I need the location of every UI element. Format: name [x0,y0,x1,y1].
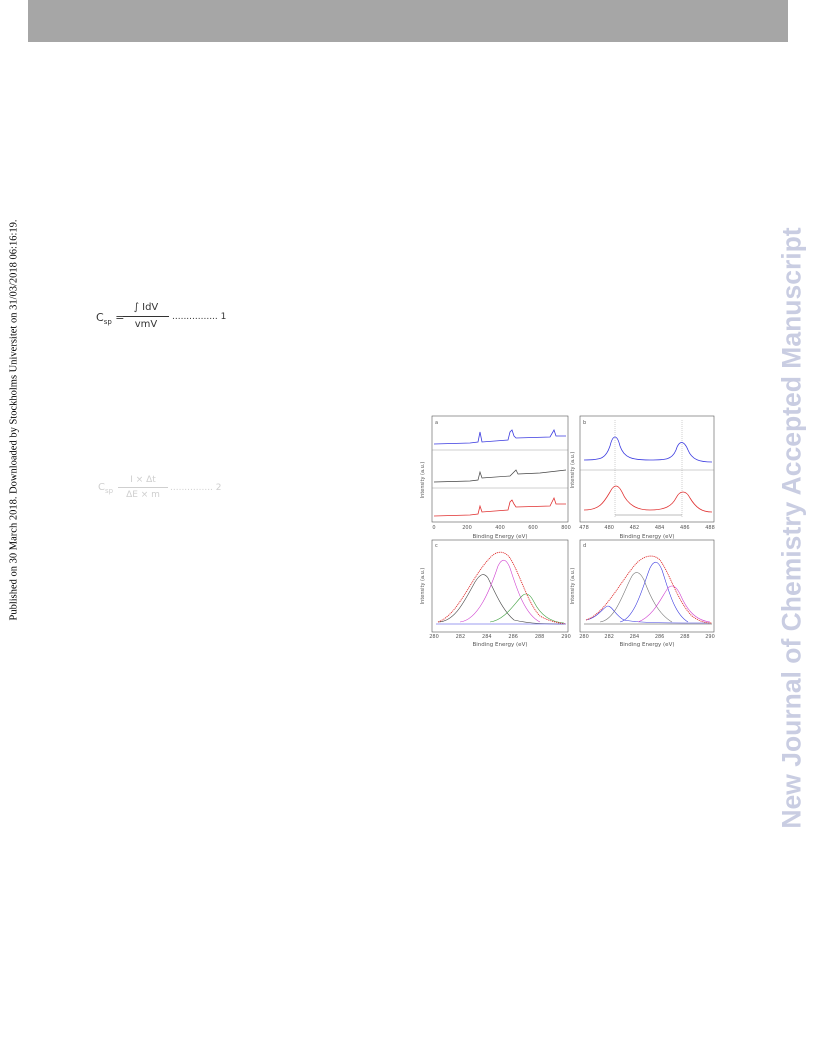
panel-d-label: d [583,543,586,549]
xtick-label: 486 [680,525,690,531]
xtick-label: 200 [462,525,472,531]
survey-series-1 [433,429,566,445]
equation-1-numerator: ∫ IdV [133,302,159,313]
sn3d-series-2 [583,485,713,513]
panel-d-ylabel: Intensity (a.u.) [570,568,576,605]
journal-watermark: New Journal of Chemistry Accepted Manusc… [776,227,807,829]
c-component-3 [489,593,565,624]
xtick-label: 290 [705,634,715,640]
xtick-label: 0 [432,525,435,531]
panel-a: a Intensity (a.u.) Binding Energy (eV) 0… [420,415,571,540]
panel-d-xticks: 280 282 284 286 288 290 [579,634,715,640]
equation-2-numerator: I × Δt [130,475,156,485]
xtick-label: 280 [429,634,439,640]
d-fit-envelope [585,555,713,624]
publication-note: Published on 30 March 2018. Downloaded b… [8,219,20,621]
xtick-label: 488 [705,525,715,531]
panel-b-ylabel: Intensity (a.u.) [570,452,576,489]
xtick-label: 282 [604,634,614,640]
equation-1-lhs: Csp = [96,311,125,327]
c-component-2 [459,559,541,623]
xtick-label: 284 [630,634,640,640]
equation-1: Csp = ∫ IdV vmV ................ 1 [96,300,236,340]
panel-c-frame [431,539,569,633]
panel-c-ylabel: Intensity (a.u.) [420,568,426,605]
fraction-bar [118,487,168,488]
panel-b: b Intensity (a.u.) Binding Energy (eV) 4… [570,415,715,540]
panel-a-xticks: 0 200 400 600 800 [432,525,570,531]
xtick-label: 280 [579,634,589,640]
fraction-bar [123,316,169,317]
xtick-label: 480 [604,525,614,531]
survey-series-2 [433,469,567,483]
d-component-4 [637,585,711,623]
survey-series-3 [433,496,566,517]
panel-c-label: c [435,543,438,549]
xtick-label: 282 [456,634,466,640]
d-component-1 [585,605,711,624]
xps-figure-svg: a Intensity (a.u.) Binding Energy (eV) 0… [420,415,715,648]
c-component-1 [437,574,565,625]
panel-a-label: a [435,420,438,426]
equation-2-denominator: ΔE × m [126,490,160,500]
sn3d-series-1 [583,436,713,463]
panel-d: d Intensity (a.u.) Binding Energy (eV) 2… [570,539,715,648]
xtick-label: 288 [680,634,690,640]
panel-b-xlabel: Binding Energy (eV) [620,534,675,540]
xps-figure: a Intensity (a.u.) Binding Energy (eV) 0… [410,410,730,650]
xtick-label: 484 [655,525,665,531]
xtick-label: 288 [535,634,545,640]
equation-2-lhs: Csp [98,482,114,495]
d-component-3 [619,561,689,623]
equation-2-fraction: I × Δt ΔE × m [118,473,168,502]
panel-b-frame [579,415,715,523]
panel-a-ylabel: Intensity (a.u.) [420,462,426,499]
xtick-label: 400 [495,525,505,531]
xtick-label: 286 [508,634,518,640]
panel-c-xticks: 280 282 284 286 288 290 [429,634,571,640]
equation-2-number: ............... 2 [170,483,222,493]
panel-a-frame [431,415,569,523]
xtick-label: 482 [630,525,640,531]
panel-a-xlabel: Binding Energy (eV) [473,534,528,540]
xtick-label: 284 [482,634,492,640]
panel-b-label: b [583,420,586,426]
equation-1-denominator: vmV [134,319,158,330]
xtick-label: 286 [655,634,665,640]
c-fit-envelope [437,551,567,625]
xtick-label: 478 [579,525,589,531]
header-bar [28,0,788,42]
panel-b-xticks: 478 480 482 484 486 488 [579,525,715,531]
xtick-label: 600 [528,525,538,531]
xtick-label: 800 [561,525,571,531]
equation-2: Csp I × Δt ΔE × m ............... 2 [98,473,238,507]
panel-c-xlabel: Binding Energy (eV) [473,642,528,648]
equation-1-fraction: ∫ IdV vmV [123,300,169,333]
panel-c: c Intensity (a.u.) Binding Energy (eV) 2… [420,539,571,648]
equation-1-number: ................ 1 [172,312,227,322]
xtick-label: 290 [561,634,571,640]
panel-d-xlabel: Binding Energy (eV) [620,642,675,648]
d-component-2 [599,572,673,623]
panel-d-frame [579,539,715,633]
